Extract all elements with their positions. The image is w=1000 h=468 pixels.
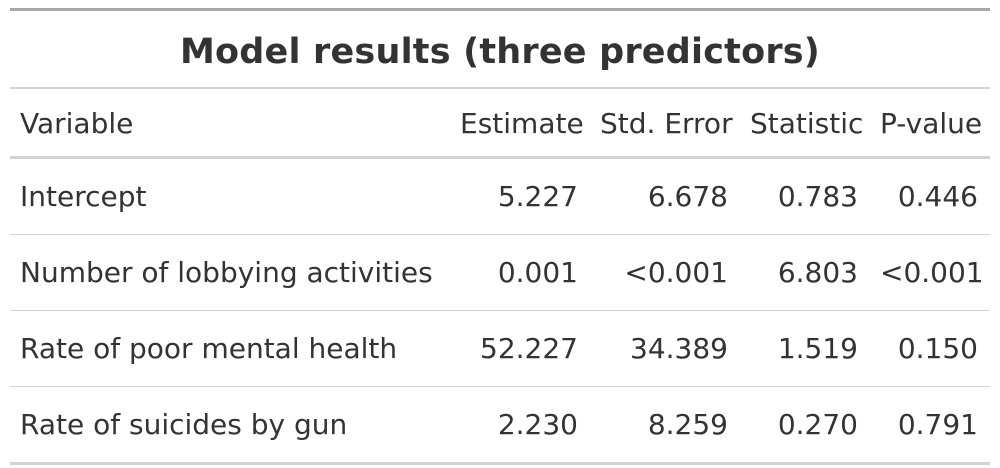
cell-variable: Intercept bbox=[20, 180, 147, 213]
cell-std-error: 6.678 bbox=[647, 180, 728, 213]
cell-variable: Rate of suicides by gun bbox=[20, 408, 348, 441]
cell-p-value: 0.791 bbox=[897, 408, 978, 441]
cell-statistic: 0.270 bbox=[777, 408, 858, 441]
cell-std-error: 8.259 bbox=[647, 408, 728, 441]
cell-p-value: 0.446 bbox=[897, 180, 978, 213]
header-estimate: Estimate bbox=[460, 107, 584, 140]
cell-statistic: 6.803 bbox=[777, 256, 858, 289]
cell-p-value: 0.150 bbox=[897, 332, 978, 365]
table-row: Rate of suicides by gun 2.230 8.259 0.27… bbox=[10, 387, 990, 464]
title-rule bbox=[10, 87, 990, 89]
cell-estimate: 2.230 bbox=[497, 408, 578, 441]
table-row: Number of lobbying activities 0.001 <0.0… bbox=[10, 235, 990, 311]
cell-statistic: 0.783 bbox=[777, 180, 858, 213]
results-table: Variable Estimate Std. Error Statistic P… bbox=[10, 89, 990, 465]
cell-statistic: 1.519 bbox=[777, 332, 858, 365]
cell-estimate: 52.227 bbox=[480, 332, 578, 365]
cell-std-error: 34.389 bbox=[630, 332, 728, 365]
header-variable: Variable bbox=[20, 107, 134, 140]
cell-p-value: <0.001 bbox=[880, 256, 984, 289]
header-p-value: P-value bbox=[880, 107, 983, 140]
table-row: Rate of poor mental health 52.227 34.389… bbox=[10, 311, 990, 387]
header-row: Variable Estimate Std. Error Statistic P… bbox=[10, 89, 990, 158]
cell-estimate: 0.001 bbox=[497, 256, 578, 289]
cell-std-error: <0.001 bbox=[624, 256, 728, 289]
results-table-container: Model results (three predictors) Variabl… bbox=[10, 8, 990, 465]
cell-variable: Rate of poor mental health bbox=[20, 332, 398, 365]
table-title: Model results (three predictors) bbox=[179, 32, 821, 72]
table-row: Intercept 5.227 6.678 0.783 0.446 bbox=[10, 158, 990, 235]
header-statistic: Statistic bbox=[750, 107, 864, 140]
header-std-error: Std. Error bbox=[600, 107, 733, 140]
cell-estimate: 5.227 bbox=[497, 180, 578, 213]
cell-variable: Number of lobbying activities bbox=[20, 256, 433, 289]
top-rule bbox=[10, 8, 990, 11]
